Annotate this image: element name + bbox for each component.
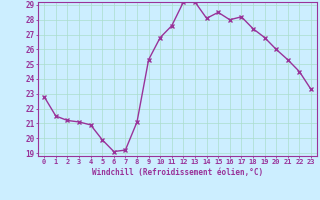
X-axis label: Windchill (Refroidissement éolien,°C): Windchill (Refroidissement éolien,°C) — [92, 168, 263, 177]
